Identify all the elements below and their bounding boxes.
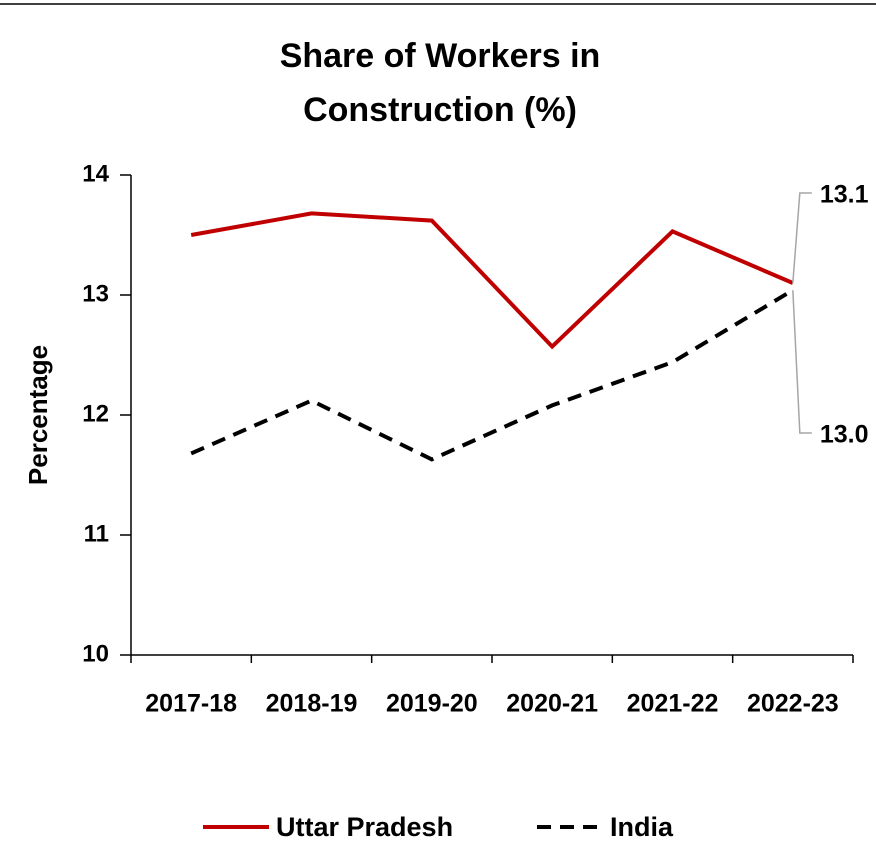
leader-line xyxy=(792,290,812,434)
data-label: 13.1 xyxy=(820,181,869,209)
series-line xyxy=(190,288,794,462)
legend-label: Uttar Pradesh xyxy=(276,812,453,842)
y-tick-label: 12 xyxy=(82,400,109,427)
y-tick-label: 13 xyxy=(82,280,109,307)
x-tick-label: 2021-22 xyxy=(627,690,719,718)
x-tick-label: 2019-20 xyxy=(386,690,478,718)
y-axis-label: Percentage xyxy=(23,345,53,485)
chart-title: Construction (%) xyxy=(303,91,577,129)
legend-label: India xyxy=(610,812,674,842)
x-tick-label: 2020-21 xyxy=(506,690,598,718)
series-line xyxy=(190,211,794,350)
chart-title: Share of Workers in xyxy=(280,37,601,75)
x-tick-label: 2017-18 xyxy=(145,690,237,718)
x-tick-label: 2022-23 xyxy=(747,690,839,718)
leader-line xyxy=(792,192,812,284)
y-tick-label: 14 xyxy=(82,160,109,187)
y-tick-label: 11 xyxy=(84,520,109,547)
y-tick-label: 10 xyxy=(82,640,109,667)
data-label: 13.0 xyxy=(820,421,869,449)
x-tick-label: 2018-19 xyxy=(266,690,358,718)
